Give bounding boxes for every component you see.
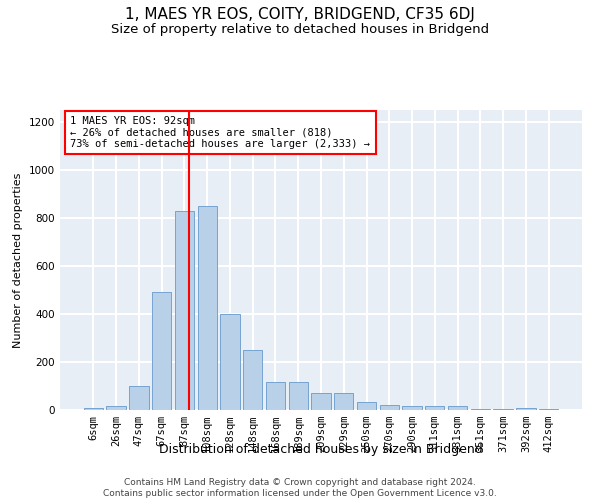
Text: Distribution of detached houses by size in Bridgend: Distribution of detached houses by size … (159, 442, 483, 456)
Bar (448, 406, 467, 410)
Bar (334, 393, 353, 410)
Bar (539, 409, 558, 410)
Bar (197, 206, 217, 410)
Bar (403, 406, 422, 410)
Bar (470, 409, 490, 410)
Bar (289, 382, 308, 410)
Bar (175, 211, 194, 410)
Bar (243, 350, 262, 410)
Bar (493, 409, 513, 410)
Text: Contains HM Land Registry data © Crown copyright and database right 2024.
Contai: Contains HM Land Registry data © Crown c… (103, 478, 497, 498)
Bar (129, 386, 149, 410)
Y-axis label: Number of detached properties: Number of detached properties (13, 172, 23, 348)
Bar (380, 404, 399, 410)
Bar (516, 408, 536, 410)
Bar (425, 406, 445, 410)
Text: Size of property relative to detached houses in Bridgend: Size of property relative to detached ho… (111, 22, 489, 36)
Bar (84, 408, 103, 410)
Bar (106, 406, 126, 410)
Bar (311, 393, 331, 410)
Text: 1 MAES YR EOS: 92sqm
← 26% of detached houses are smaller (818)
73% of semi-deta: 1 MAES YR EOS: 92sqm ← 26% of detached h… (70, 116, 370, 149)
Bar (152, 292, 172, 410)
Bar (266, 382, 285, 410)
Bar (357, 402, 376, 410)
Text: 1, MAES YR EOS, COITY, BRIDGEND, CF35 6DJ: 1, MAES YR EOS, COITY, BRIDGEND, CF35 6D… (125, 8, 475, 22)
Bar (220, 314, 239, 410)
